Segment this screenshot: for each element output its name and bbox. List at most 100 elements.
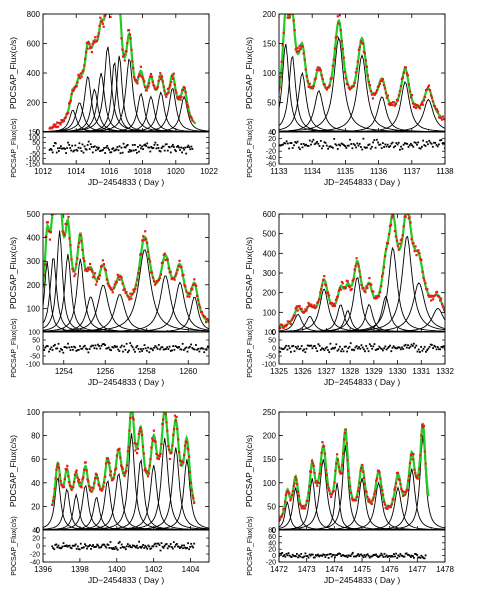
data-point — [430, 299, 433, 302]
residual-point — [374, 146, 377, 149]
residual-point — [336, 148, 339, 150]
data-point — [87, 41, 90, 44]
residual-point — [350, 348, 353, 351]
residual-point — [318, 145, 321, 147]
residual-point — [328, 145, 331, 148]
data-point — [141, 239, 144, 242]
residual-point — [428, 139, 431, 142]
data-point — [293, 29, 296, 32]
residual-point — [131, 546, 133, 549]
data-point — [421, 103, 425, 106]
residual-point — [120, 146, 123, 149]
residual-point — [428, 346, 431, 348]
data-point — [325, 284, 328, 287]
data-point — [315, 305, 318, 308]
residual-point — [311, 347, 314, 350]
data-point — [345, 442, 348, 445]
data-point — [371, 498, 374, 501]
residual-point — [354, 144, 356, 147]
data-point — [303, 507, 307, 510]
data-point — [44, 235, 47, 238]
data-point — [318, 472, 321, 475]
data-point — [101, 259, 104, 262]
residual-point — [68, 144, 71, 146]
data-point — [84, 269, 87, 272]
x-tick-label: 1328 — [341, 367, 359, 376]
y-tick-label: 500 — [27, 210, 41, 219]
data-point — [297, 491, 300, 494]
residual-point — [131, 346, 134, 349]
residual-point — [196, 348, 198, 351]
data-point — [167, 445, 170, 448]
residual-point — [312, 345, 315, 348]
data-point — [388, 103, 391, 107]
data-point — [404, 215, 407, 218]
residual-y-tick-label: 60 — [268, 534, 276, 541]
data-point — [46, 221, 49, 224]
data-point — [109, 474, 112, 477]
residual-point — [407, 553, 410, 556]
residual-point — [389, 145, 392, 147]
data-point — [404, 491, 407, 494]
data-point — [349, 485, 352, 488]
data-point — [330, 493, 333, 496]
residual-point — [174, 345, 177, 347]
residual-y-axis-label: PDCSAP_Flux(c/s) — [247, 118, 254, 178]
data-point — [419, 103, 423, 106]
data-point — [410, 238, 413, 241]
residual-point — [136, 544, 138, 547]
data-point — [194, 283, 197, 286]
data-point — [438, 295, 441, 298]
x-tick-label: 1260 — [179, 367, 197, 376]
residual-point — [342, 350, 345, 353]
residual-point — [384, 345, 387, 348]
residual-point — [79, 345, 81, 348]
residual-point — [291, 553, 294, 556]
data-point — [406, 214, 409, 216]
residual-point — [73, 345, 75, 348]
x-tick-label: 1016 — [101, 167, 119, 176]
residual-point — [333, 554, 335, 556]
residual-y-tick-label: 50 — [268, 338, 276, 345]
residual-point — [126, 144, 129, 146]
residual-point — [434, 345, 437, 348]
residual-point — [413, 556, 415, 559]
x-tick-label: 1326 — [294, 367, 312, 376]
residual-point — [163, 149, 166, 152]
data-point — [312, 306, 315, 309]
data-point — [386, 94, 389, 97]
data-point — [370, 283, 373, 286]
residual-point — [160, 542, 163, 544]
data-point — [332, 302, 336, 305]
data-point — [317, 300, 320, 303]
residual-point — [104, 545, 107, 548]
data-point — [348, 88, 351, 91]
data-point — [95, 39, 98, 42]
data-point — [123, 474, 126, 478]
residual-point — [134, 545, 136, 548]
residual-point — [399, 348, 402, 351]
data-point — [148, 82, 151, 85]
residual-point — [113, 149, 116, 152]
residual-y-tick-label: 20 — [268, 547, 276, 554]
residual-point — [74, 543, 77, 546]
residual-point — [88, 545, 90, 547]
data-point — [330, 302, 334, 305]
residual-point — [44, 346, 47, 349]
residual-point — [403, 142, 406, 145]
data-point — [406, 74, 409, 77]
residual-point — [319, 349, 322, 351]
residual-point — [358, 142, 361, 145]
data-point — [70, 488, 73, 491]
data-point — [72, 486, 75, 489]
data-point — [193, 278, 196, 281]
data-point — [321, 77, 324, 81]
data-point — [358, 45, 361, 49]
data-point — [51, 503, 54, 506]
residual-point — [108, 148, 111, 151]
data-point — [401, 489, 404, 493]
residual-point — [296, 140, 299, 143]
residual-plot-frame — [42, 331, 210, 365]
data-point — [310, 303, 313, 306]
residual-point — [200, 347, 203, 349]
